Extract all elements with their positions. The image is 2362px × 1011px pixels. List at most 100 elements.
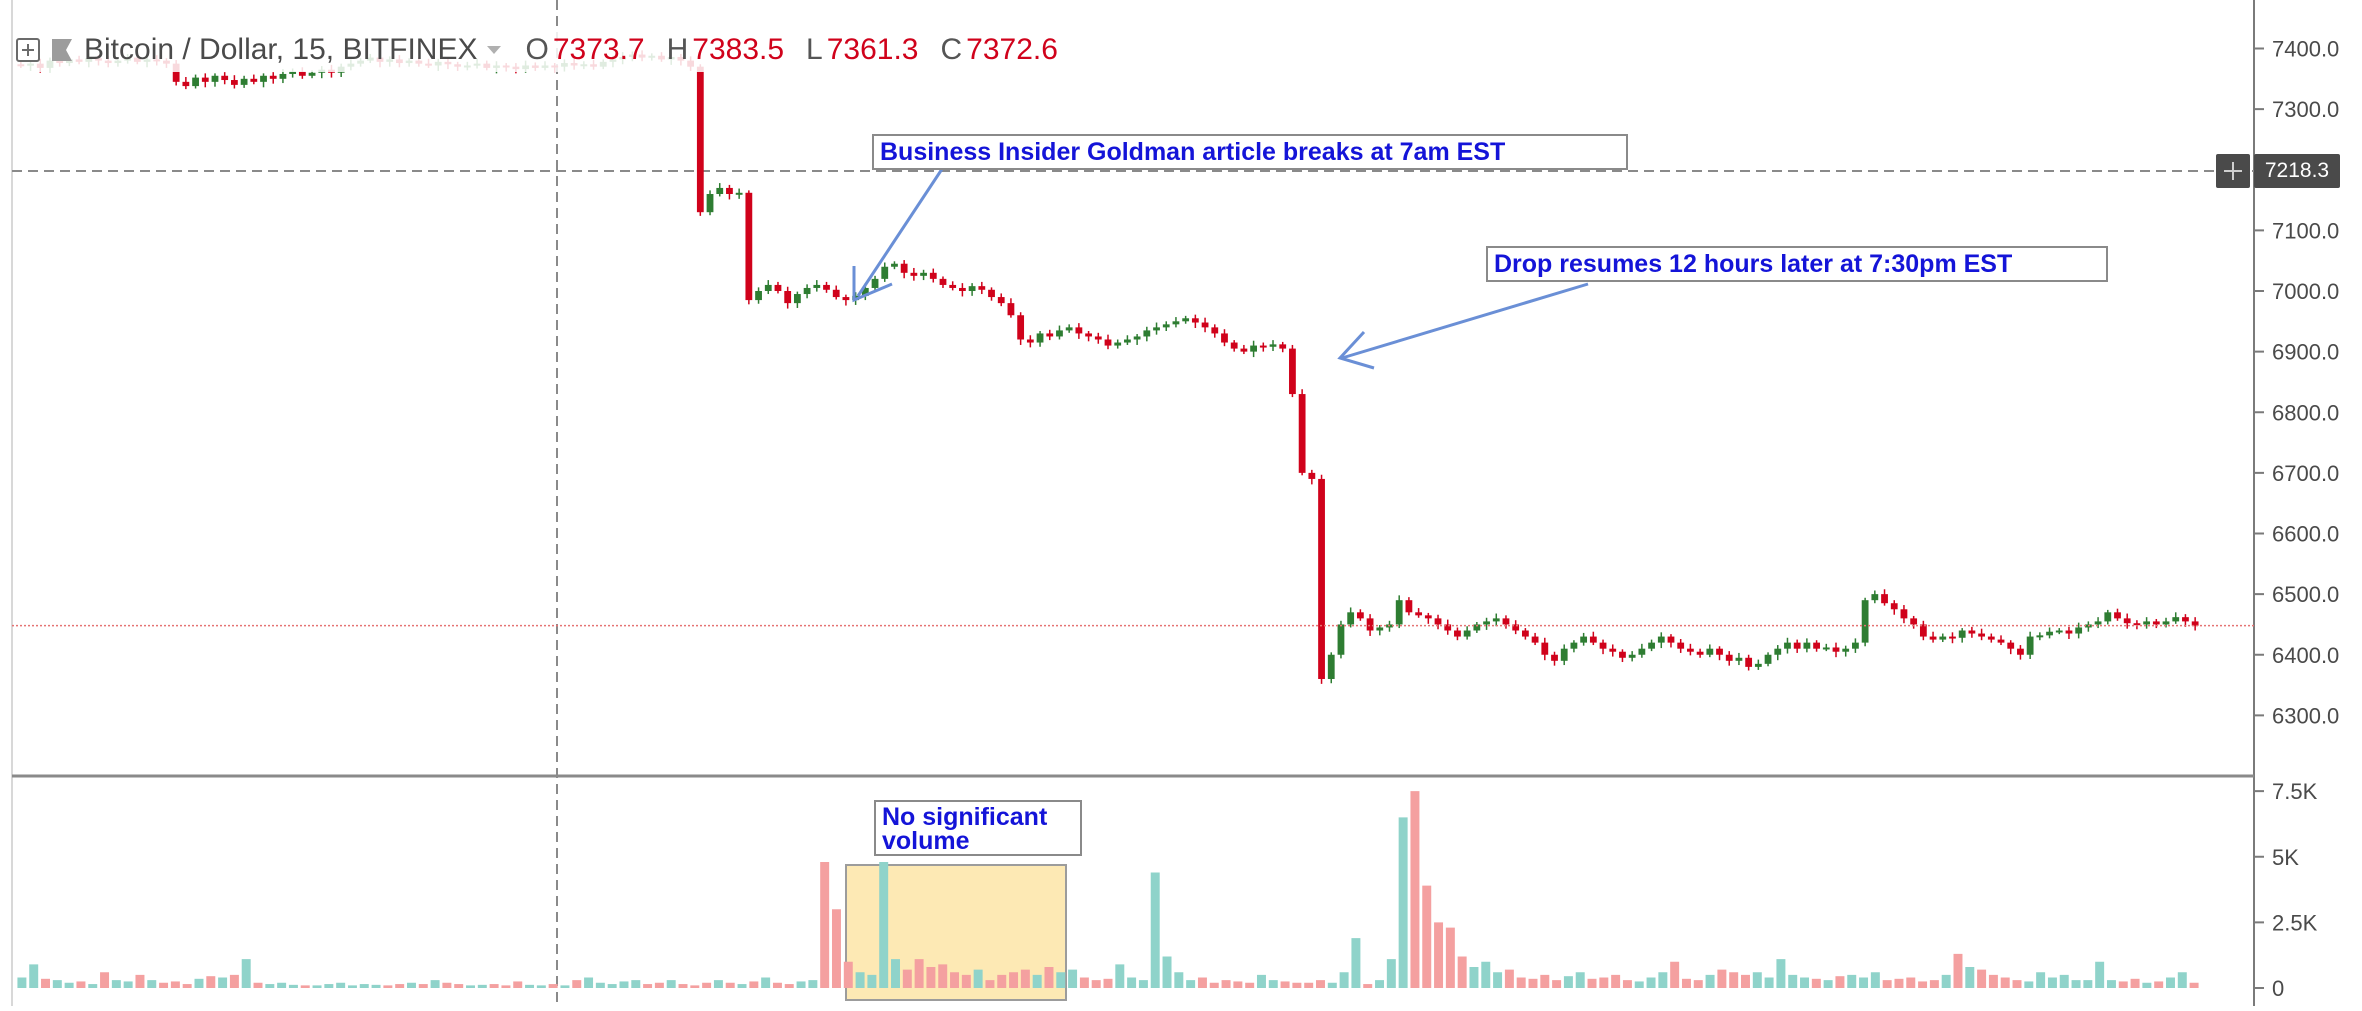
volume-bar — [100, 972, 110, 988]
volume-bar — [572, 980, 582, 988]
high-label: H — [666, 33, 689, 66]
volume-bar — [64, 982, 74, 988]
volume-bar — [477, 984, 487, 988]
candle-body — [1842, 648, 1850, 652]
annotation-arrow-2 — [1337, 282, 1589, 370]
candle-body — [1900, 609, 1908, 619]
candle-body — [1298, 394, 1306, 473]
volume-bar — [1009, 972, 1019, 988]
candle-body — [1259, 345, 1267, 348]
candle-body — [221, 75, 229, 81]
candle-body — [1444, 624, 1452, 631]
volume-bar — [371, 984, 381, 988]
candle-body — [1793, 642, 1801, 649]
candle-body — [1619, 651, 1626, 658]
candle-body — [2104, 612, 2112, 622]
chevron-down-icon[interactable] — [487, 46, 502, 54]
candle-body — [298, 71, 306, 76]
volume-bar — [1670, 961, 1680, 988]
candle-body — [793, 294, 801, 304]
volume-bar — [1339, 972, 1349, 988]
candle-body — [1929, 636, 1937, 640]
volume-bar — [312, 985, 322, 988]
volume-bar — [336, 982, 346, 988]
annotation-drop-resumes[interactable]: Drop resumes 12 hours later at 7:30pm ES… — [1486, 246, 2108, 282]
candle-body — [1065, 327, 1073, 331]
flag-icon[interactable] — [52, 39, 72, 61]
candle-body — [1289, 348, 1296, 395]
volume-bar — [855, 972, 865, 988]
symbol-title[interactable]: Bitcoin / Dollar, 15, BITFINEX — [84, 33, 478, 66]
volume-bar — [1587, 978, 1597, 988]
annotation-no-volume[interactable]: No significant volume — [874, 800, 1082, 856]
add-compare-icon[interactable] — [16, 38, 40, 62]
candle-body — [1434, 618, 1442, 625]
volume-bar — [1292, 982, 1302, 988]
volume-bar — [1410, 791, 1420, 988]
close-value: 7372.6 — [966, 33, 1058, 66]
volume-bar — [1079, 977, 1089, 988]
volume-bar — [442, 982, 452, 988]
volume-bar — [796, 981, 806, 988]
volume-bar — [76, 981, 86, 988]
price-tick-label: 6500.0 — [2272, 582, 2339, 607]
close-label: C — [940, 33, 963, 66]
volume-bar — [501, 985, 511, 988]
candle-body — [172, 63, 180, 82]
volume-bar — [938, 964, 948, 988]
volume-bar — [820, 862, 830, 988]
volume-bar — [831, 909, 841, 988]
volume-bar — [1847, 974, 1857, 988]
volume-bar — [1375, 980, 1385, 988]
candle-body — [1939, 636, 1947, 640]
candle-body — [1492, 618, 1500, 622]
candle-body — [1609, 648, 1617, 652]
candle-body — [1017, 315, 1025, 340]
candle-body — [2114, 612, 2121, 619]
volume-bar — [1611, 974, 1621, 988]
volume-bar — [1044, 967, 1054, 988]
volume-bar — [218, 977, 228, 988]
volume-bar — [300, 985, 310, 988]
volume-bar — [1552, 980, 1562, 988]
candle-body — [1958, 630, 1966, 638]
candle-body — [891, 263, 898, 267]
volume-bar — [1977, 969, 1987, 988]
volume-bar — [1127, 977, 1137, 988]
candle-body — [2143, 621, 2151, 625]
candle-body — [2065, 630, 2073, 634]
candle-body — [871, 278, 879, 288]
add-crosshair-icon[interactable] — [2216, 154, 2250, 188]
volume-bar — [1882, 980, 1892, 988]
volume-bar — [253, 982, 263, 988]
volume-axis: 7.5K 5K 2.5K 0 — [2254, 779, 2318, 1001]
volume-bar — [2095, 961, 2105, 988]
volume-bar — [1386, 959, 1396, 988]
candle-body — [696, 66, 704, 213]
volume-bar — [1174, 972, 1184, 988]
candle-body — [929, 272, 937, 279]
candle-body — [1580, 636, 1588, 643]
volume-bar — [194, 978, 204, 988]
volume-bar — [1091, 980, 1101, 988]
volume-bar — [2083, 980, 2093, 988]
candle-body — [1308, 472, 1316, 479]
candle-body — [1007, 303, 1015, 316]
volume-bar — [1823, 980, 1833, 988]
volume-bar — [985, 980, 995, 988]
candle-body — [823, 284, 830, 290]
volume-tick-label: 5K — [2272, 845, 2299, 870]
volume-bar — [1870, 972, 1880, 988]
candle-body — [832, 289, 840, 298]
volume-bar — [702, 982, 712, 988]
annotation-goldman[interactable]: Business Insider Goldman article breaks … — [872, 134, 1628, 170]
candle-body — [1056, 330, 1063, 337]
candle-body — [1182, 318, 1190, 322]
volume-bar — [843, 961, 853, 988]
volume-bar — [2118, 981, 2128, 988]
candle-body — [1852, 642, 1859, 649]
volume-bar — [749, 981, 759, 988]
price-tick-label: 6700.0 — [2272, 461, 2339, 486]
candle-body — [1395, 600, 1403, 625]
volume-bar — [2059, 974, 2069, 988]
